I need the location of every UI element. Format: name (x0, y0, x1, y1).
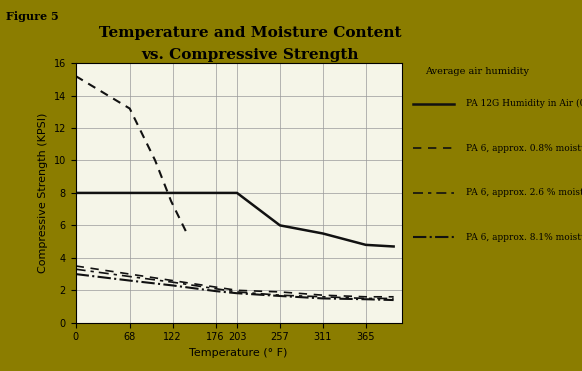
Text: Average air humidity: Average air humidity (425, 67, 529, 76)
Text: Figure 5: Figure 5 (6, 11, 59, 22)
Text: vs. Compressive Strength: vs. Compressive Strength (141, 48, 359, 62)
Text: PA 6, approx. 2.6 % moisture: PA 6, approx. 2.6 % moisture (466, 188, 582, 197)
Text: Temperature and Moisture Content: Temperature and Moisture Content (99, 26, 402, 40)
Text: PA 6, approx. 0.8% moisture: PA 6, approx. 0.8% moisture (466, 144, 582, 153)
Y-axis label: Compressive Strength (KPSI): Compressive Strength (KPSI) (38, 113, 48, 273)
X-axis label: Temperature (° F): Temperature (° F) (189, 348, 288, 358)
Text: PA 12G Humidity in Air (0.8% Moist.): PA 12G Humidity in Air (0.8% Moist.) (466, 99, 582, 108)
Text: PA 6, approx. 8.1% moisture: PA 6, approx. 8.1% moisture (466, 233, 582, 242)
